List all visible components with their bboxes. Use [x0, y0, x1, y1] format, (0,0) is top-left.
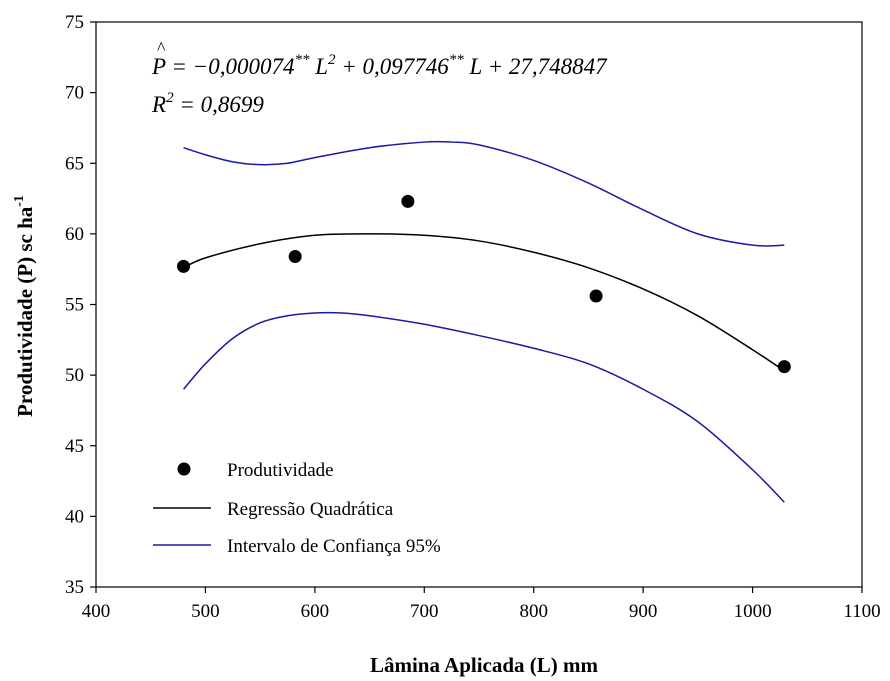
equation-term2: + 0,097746 — [336, 54, 450, 79]
legend-marker-points — [177, 462, 191, 476]
data-point — [589, 289, 603, 303]
y-axis-title-main: Produtividade (P) sc ha — [13, 206, 37, 417]
equation-term1: −0,000074 — [193, 54, 295, 79]
legend: Produtividade Regressão Quadrática Inter… — [153, 460, 441, 557]
y-tick-label: 40 — [65, 506, 84, 527]
data-point — [177, 259, 191, 273]
y-axis-title-sup: -1 — [12, 195, 27, 207]
equation-equals: = — [166, 54, 193, 79]
y-tick-label: 50 — [65, 365, 84, 386]
equation-var1-sup: 2 — [328, 52, 336, 68]
x-axis-title: Lâmina Aplicada (L) mm — [370, 653, 599, 677]
y-axis-title: Produtividade (P) sc ha-1 — [12, 195, 37, 417]
regression-equation: P = −0,000074** L2 + 0,097746** L + 27,7… — [151, 52, 608, 79]
r-squared-sup: 2 — [166, 90, 174, 106]
confidence-lower-curve — [182, 311, 785, 503]
y-axis-ticks: 35 40 45 50 55 60 65 70 75 — [65, 12, 96, 598]
equation-term1-sup: ** — [294, 52, 310, 68]
x-tick-label: 400 — [82, 601, 111, 622]
x-tick-label: 1100 — [843, 601, 880, 622]
r-squared-lhs: R — [151, 92, 166, 117]
equation-var1: L — [309, 54, 328, 79]
r-squared-value: = 0,8699 — [174, 92, 265, 117]
y-tick-label: 35 — [65, 577, 84, 598]
y-tick-label: 75 — [65, 12, 84, 33]
confidence-upper-curve — [183, 140, 785, 247]
y-tick-label: 65 — [65, 153, 84, 174]
x-axis-ticks: 400 500 600 700 800 900 1000 1100 — [82, 587, 881, 622]
y-tick-label: 55 — [65, 295, 84, 316]
data-point — [288, 249, 302, 263]
x-tick-label: 500 — [191, 601, 220, 622]
x-tick-label: 700 — [410, 601, 439, 622]
regression-curve — [183, 233, 785, 372]
y-tick-label: 60 — [65, 224, 84, 245]
x-tick-label: 1000 — [734, 601, 772, 622]
equation-lhs: P — [151, 54, 166, 79]
y-tick-label: 45 — [65, 436, 84, 457]
equation-var2: L + 27,748847 — [464, 54, 608, 79]
curves — [182, 140, 785, 503]
equation-hat: ^ — [157, 38, 166, 58]
r-squared: R2 = 0,8699 — [151, 90, 264, 117]
equation-term2-sup: ** — [449, 52, 465, 68]
legend-label-confidence: Intervalo de Confiança 95% — [227, 536, 441, 557]
data-point — [777, 360, 791, 374]
legend-label-regression: Regressão Quadrática — [227, 499, 394, 520]
x-tick-label: 600 — [301, 601, 330, 622]
legend-label-points: Produtividade — [227, 460, 334, 481]
data-points — [177, 194, 791, 374]
x-tick-label: 900 — [629, 601, 658, 622]
y-tick-label: 70 — [65, 83, 84, 104]
x-tick-label: 800 — [519, 601, 548, 622]
data-point — [401, 194, 415, 208]
